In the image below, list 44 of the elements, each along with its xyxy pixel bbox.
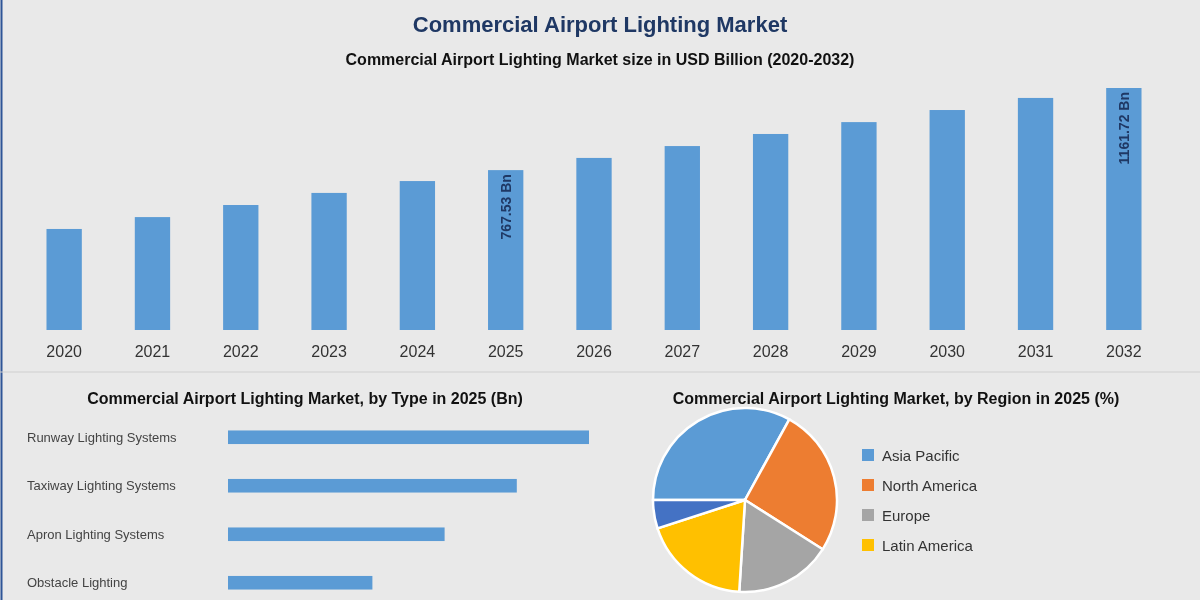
x-tick-label: 2030 bbox=[929, 343, 966, 360]
bar bbox=[223, 205, 259, 330]
bar bbox=[228, 575, 373, 590]
legend-label: North America bbox=[882, 476, 978, 494]
chart-title: Commercial Airport Lighting Market, by Type in 2025 (Bn) bbox=[87, 390, 523, 407]
bar bbox=[576, 157, 612, 330]
bar bbox=[488, 170, 524, 330]
data-label: 1161.72 Bn bbox=[1115, 92, 1132, 165]
data-label: 767.53 Bn bbox=[497, 174, 514, 240]
x-tick-label: 2031 bbox=[1017, 343, 1054, 360]
x-tick-label: 2027 bbox=[664, 343, 701, 360]
y-tick-label: Runway Lighting Systems bbox=[27, 429, 178, 445]
x-tick-label: 2032 bbox=[1106, 343, 1142, 360]
bar bbox=[228, 527, 445, 542]
bar bbox=[228, 430, 589, 445]
x-tick-label: 2020 bbox=[46, 343, 83, 360]
x-tick-label: 2028 bbox=[752, 343, 789, 360]
x-tick-label: 2024 bbox=[399, 343, 436, 360]
y-tick-label: Obstacle Lighting bbox=[27, 575, 128, 591]
y-tick-label: Taxiway Lighting Systems bbox=[27, 478, 177, 494]
bar bbox=[311, 192, 347, 330]
chart-title: Commercial Airport Lighting Market, by Region in 2025 (%) bbox=[672, 390, 1120, 407]
x-tick-label: 2022 bbox=[222, 343, 259, 360]
legend-label: Latin America bbox=[882, 536, 974, 554]
legend-label: Europe bbox=[882, 506, 931, 524]
bar bbox=[46, 228, 82, 330]
bar bbox=[664, 146, 700, 330]
x-tick-label: 2029 bbox=[841, 343, 877, 360]
legend-label: Asia Pacific bbox=[882, 446, 961, 464]
y-tick-label: Apron Lighting Systems bbox=[27, 526, 165, 542]
chart-subtitle: Commercial Airport Lighting Market size in USD Billion (2020-2032) bbox=[345, 51, 855, 68]
bar bbox=[841, 122, 877, 330]
bar bbox=[929, 110, 965, 330]
x-tick-label: 2026 bbox=[576, 343, 612, 360]
bar bbox=[752, 133, 789, 330]
bar bbox=[399, 181, 436, 330]
x-tick-label: 2025 bbox=[487, 343, 524, 360]
x-tick-label: 2021 bbox=[134, 343, 171, 360]
chart-title: Commercial Airport Lighting Market bbox=[412, 12, 788, 37]
bar bbox=[134, 217, 171, 330]
bar bbox=[1017, 97, 1054, 330]
bar bbox=[1106, 88, 1142, 330]
x-tick-label: 2023 bbox=[311, 343, 347, 360]
bar bbox=[228, 478, 517, 493]
